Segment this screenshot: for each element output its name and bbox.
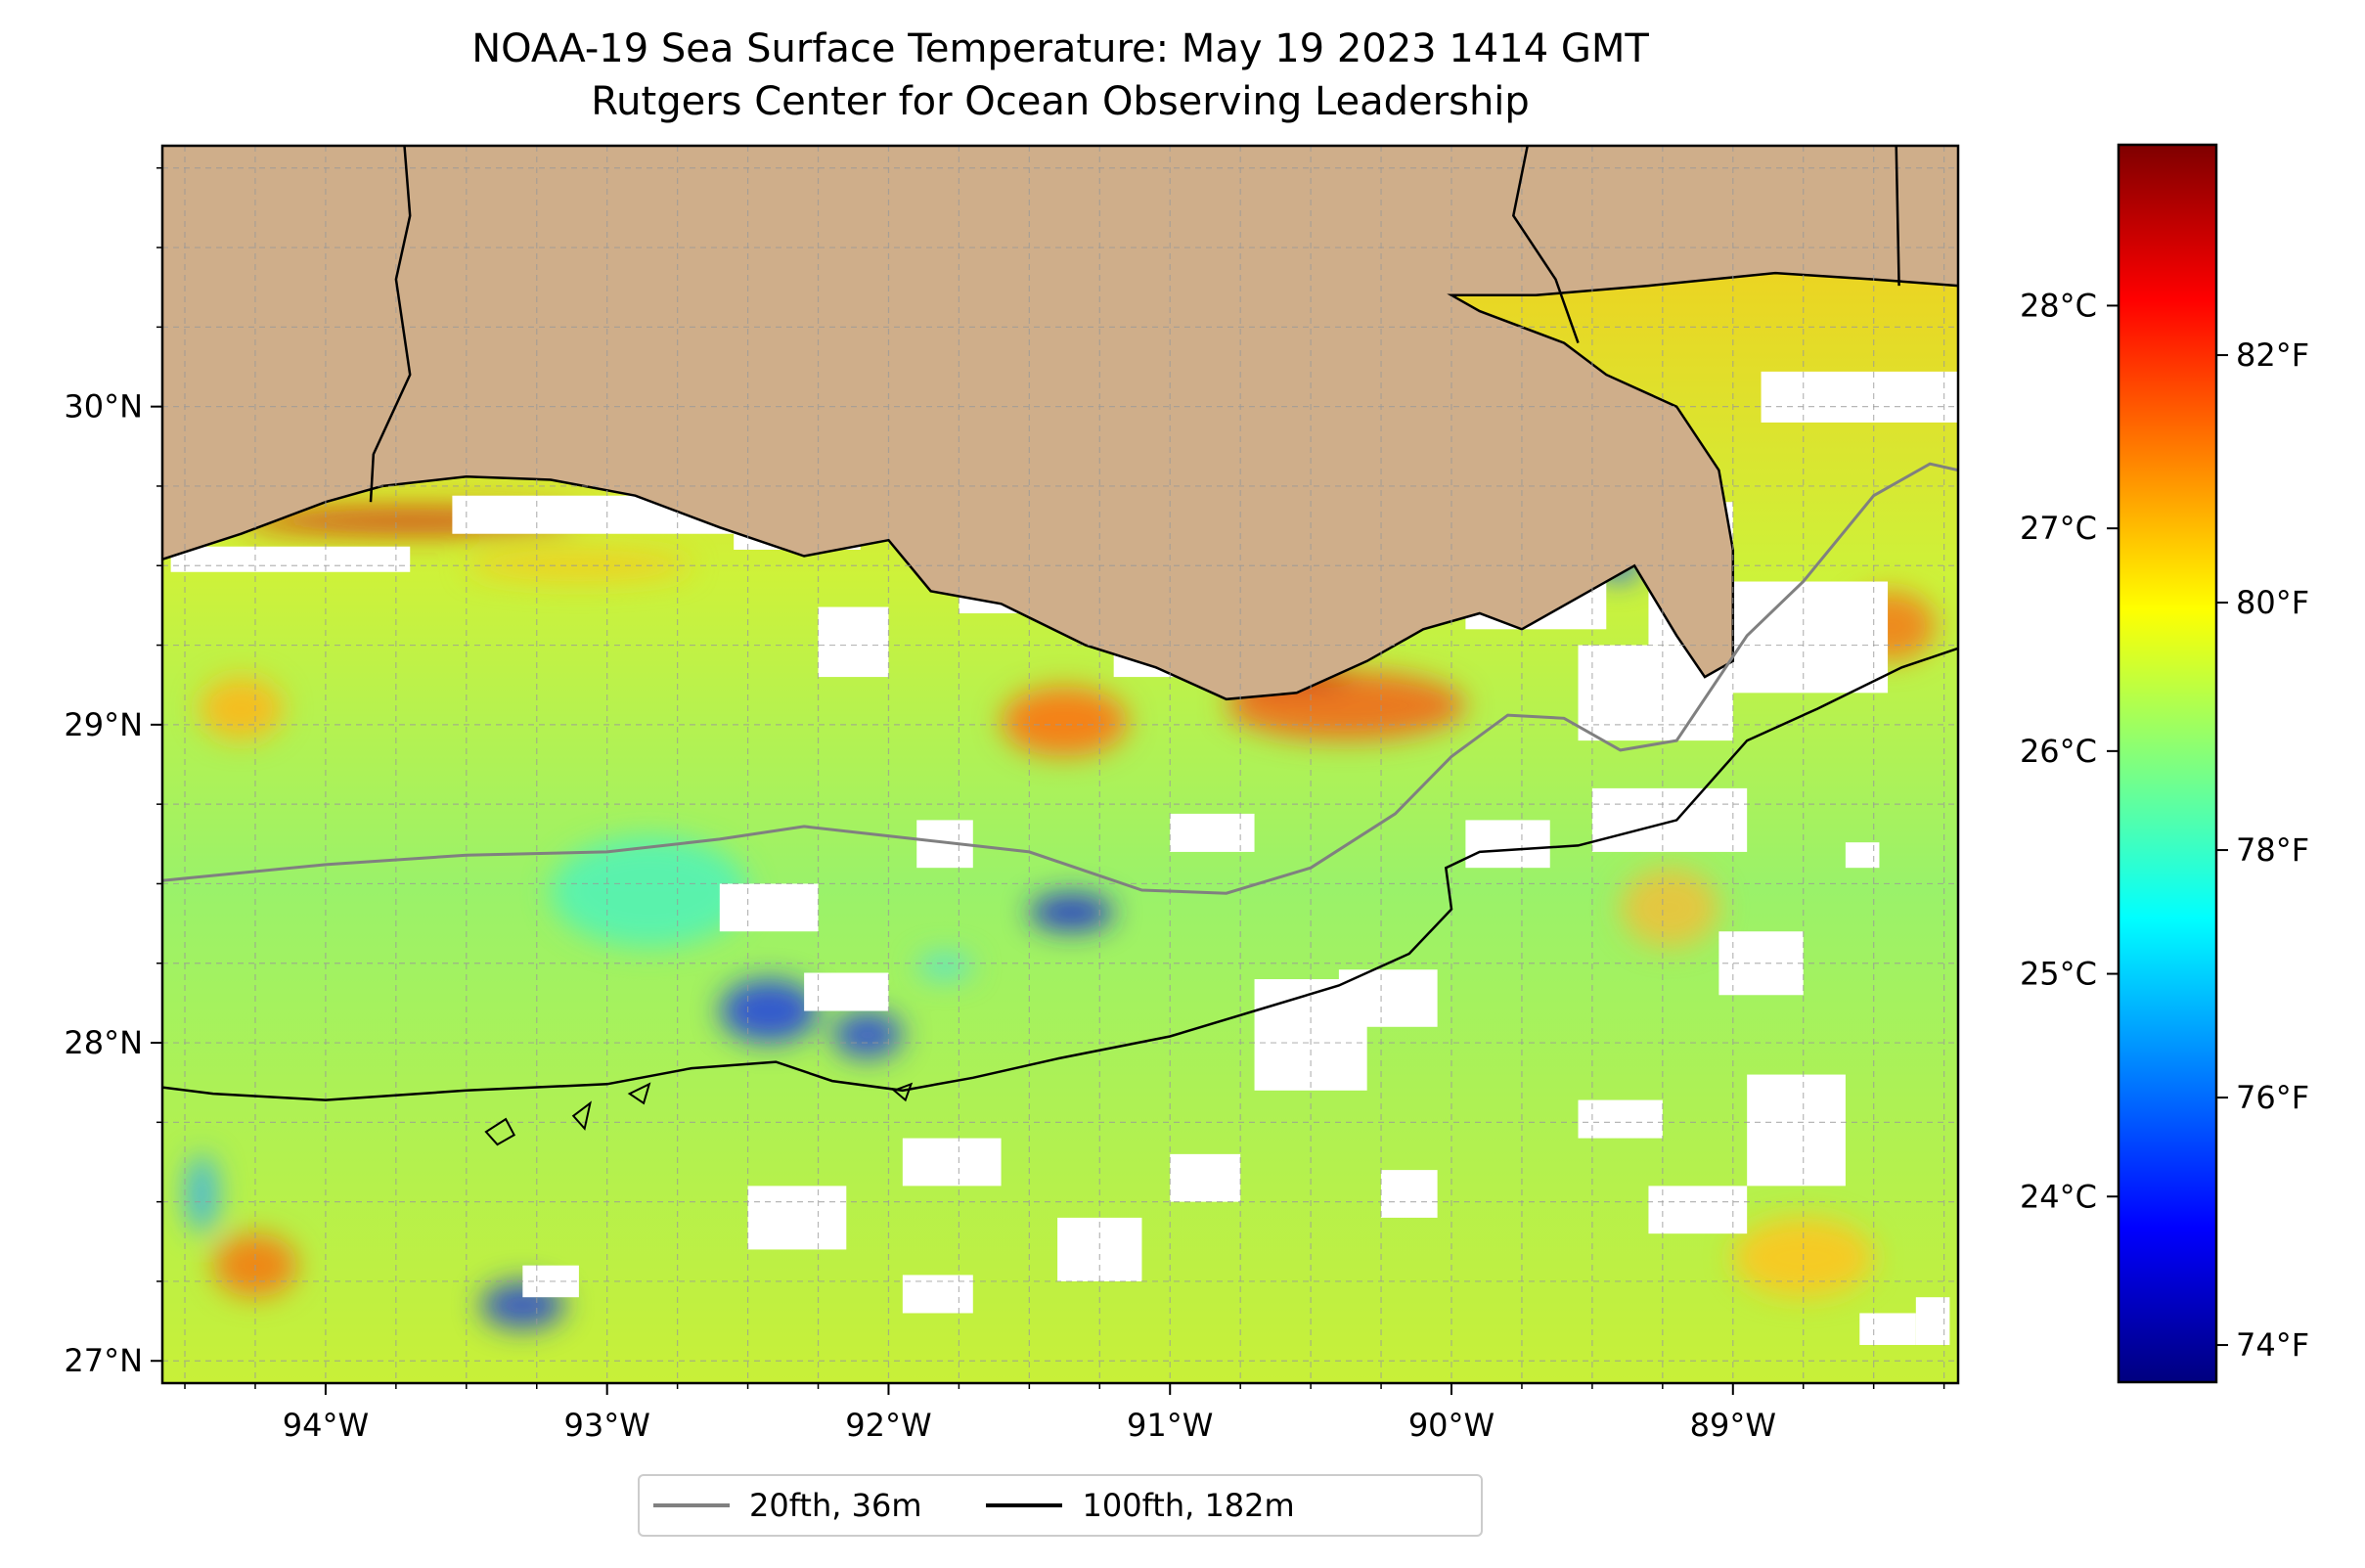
graticule-grid: [162, 146, 1958, 1383]
fahrenheit-tick-label: 80°F: [2236, 584, 2309, 621]
y-tick-label: 27°N: [64, 1342, 143, 1379]
x-tick-label: 93°W: [564, 1407, 650, 1444]
latitude-axis: 27°N 28°N 29°N 30°N: [64, 167, 162, 1379]
cloud-patch: [1761, 371, 1958, 423]
fahrenheit-tick-label: 82°F: [2236, 336, 2309, 374]
sst-patch: [1029, 893, 1114, 932]
celsius-tick-label: 25°C: [2020, 956, 2097, 993]
island-contour: [571, 1100, 592, 1131]
island-contour: [484, 1117, 516, 1146]
legend-line-100fth: [986, 1503, 1063, 1507]
x-tick-label: 89°W: [1690, 1407, 1776, 1444]
cloud-patch: [1648, 1186, 1748, 1234]
land-mass: [162, 146, 1958, 701]
isobath-legend: 20fth, 36m 100fth, 182m: [638, 1474, 1483, 1537]
celsius-tick-label: 28°C: [2020, 287, 2097, 324]
sst-patch: [466, 549, 692, 582]
state-boundary-line: [1895, 146, 1900, 287]
legend-label-20fth: 20fth, 36m: [749, 1487, 922, 1524]
cloud-patch: [804, 972, 889, 1011]
cloud-patch: [1591, 787, 1748, 852]
island-contours: [484, 1082, 914, 1146]
legend-label-100fth: 100fth, 182m: [1082, 1487, 1295, 1524]
cloud-patch: [818, 606, 889, 678]
colorbar-gradient: [2117, 143, 2218, 1384]
cloud-patch: [747, 1186, 847, 1250]
cloud-patch: [902, 1138, 1002, 1187]
y-tick-label: 29°N: [64, 706, 143, 743]
cloud-patch: [1170, 1153, 1241, 1202]
sst-patch: [551, 835, 748, 948]
isobath-20fth-line: [162, 462, 1958, 895]
fahrenheit-scale: 74°F 76°F 78°F 80°F 82°F: [2216, 336, 2309, 1364]
island-contour: [892, 1082, 914, 1102]
legend-item-100fth: 100fth, 182m: [972, 1487, 1295, 1524]
map-frame: [160, 144, 1960, 1385]
map-subtitle: Rutgers Center for Ocean Observing Leade…: [591, 79, 1530, 124]
fahrenheit-tick-label: 76°F: [2236, 1079, 2309, 1116]
x-tick-label: 94°W: [283, 1407, 369, 1444]
x-tick-label: 90°W: [1408, 1407, 1495, 1444]
cloud-patch: [1747, 1074, 1846, 1187]
sst-patch: [199, 677, 284, 741]
map-figure: 94°W 93°W 92°W 91°W 90°W 89°W 27°N 28°N 29°N 30°…: [64, 113, 2309, 1444]
cloud-patch: [1381, 1170, 1438, 1218]
island-contour: [627, 1082, 651, 1105]
x-tick-label: 91°W: [1127, 1407, 1213, 1444]
cloud-patch: [902, 1275, 973, 1314]
state-boundary-line: [369, 146, 412, 503]
cloud-patch: [719, 883, 819, 932]
isobath-100fth-line: [162, 647, 1958, 1101]
celsius-scale: 24°C 25°C 26°C 27°C 28°C: [2020, 287, 2119, 1215]
map-area[interactable]: [134, 113, 1986, 1383]
state-boundary-line: [1511, 146, 1580, 344]
cloud-patch: [1465, 820, 1550, 869]
sst-patch: [1620, 868, 1719, 948]
sst-patch: [719, 979, 819, 1044]
state-boundaries: [369, 146, 1900, 503]
cloud-patch: [1578, 1099, 1663, 1139]
legend-item-20fth: 20fth, 36m: [640, 1487, 921, 1524]
temperature-colorbar: 24°C 25°C 26°C 27°C 28°C 74°F 76°F 78°F 80°F 82°…: [2020, 143, 2309, 1384]
legend-line-20fth: [653, 1503, 730, 1507]
sst-patch: [185, 1153, 219, 1234]
longitude-axis: 94°W 93°W 92°W 91°W 90°W 89°W: [184, 1383, 1945, 1444]
celsius-tick-label: 24°C: [2020, 1178, 2097, 1215]
cloud-patch: [1057, 1217, 1142, 1281]
map-title: NOAA-19 Sea Surface Temperature: May 19 …: [471, 26, 1649, 71]
sst-patch: [831, 1010, 903, 1059]
sst-patch: [916, 953, 973, 980]
x-tick-label: 92°W: [845, 1407, 931, 1444]
celsius-tick-label: 26°C: [2020, 733, 2097, 770]
cloud-patch: [170, 546, 411, 572]
sst-patch: [1001, 686, 1129, 757]
cloud-patch: [1170, 813, 1255, 852]
fahrenheit-tick-label: 74°F: [2236, 1326, 2309, 1364]
y-tick-label: 28°N: [64, 1024, 143, 1061]
celsius-tick-label: 27°C: [2020, 510, 2097, 547]
fahrenheit-tick-label: 78°F: [2236, 831, 2309, 869]
y-tick-label: 30°N: [64, 388, 143, 426]
cloud-patch: [1859, 1313, 1916, 1345]
